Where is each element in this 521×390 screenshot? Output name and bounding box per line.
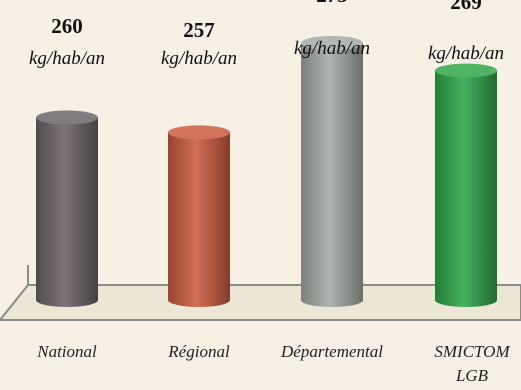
- data-label-unit: kg/hab/an: [161, 48, 237, 69]
- data-label-unit: kg/hab/an: [428, 43, 504, 64]
- data-label-value: 275: [316, 0, 348, 7]
- bar-base-3: [435, 293, 497, 307]
- bar-d-partemental: [301, 43, 363, 300]
- bar-top-2: [301, 36, 363, 50]
- data-label-value: 269: [450, 0, 482, 14]
- x-tick-label: Départemental: [280, 342, 383, 361]
- x-tick-label: SMICTOM: [434, 342, 510, 361]
- bar-national: [36, 117, 98, 301]
- bar-top-1: [168, 125, 230, 140]
- x-tick-label: LGB: [455, 366, 489, 385]
- data-label-value: 257: [183, 18, 215, 42]
- bar-top-0: [36, 110, 98, 125]
- data-label-unit: kg/hab/an: [29, 48, 105, 69]
- data-label-value: 260: [51, 14, 83, 38]
- bar-base-2: [301, 293, 363, 307]
- bar-base-1: [168, 293, 230, 307]
- x-tick-label: National: [36, 342, 97, 361]
- data-label-unit: kg/hab/an: [294, 38, 370, 59]
- x-tick-label: Régional: [167, 342, 230, 361]
- bar-smictom-lgb: [435, 70, 497, 300]
- bar-top-3: [435, 63, 497, 78]
- bar-r-gional: [168, 132, 230, 300]
- bar-base-0: [36, 293, 98, 307]
